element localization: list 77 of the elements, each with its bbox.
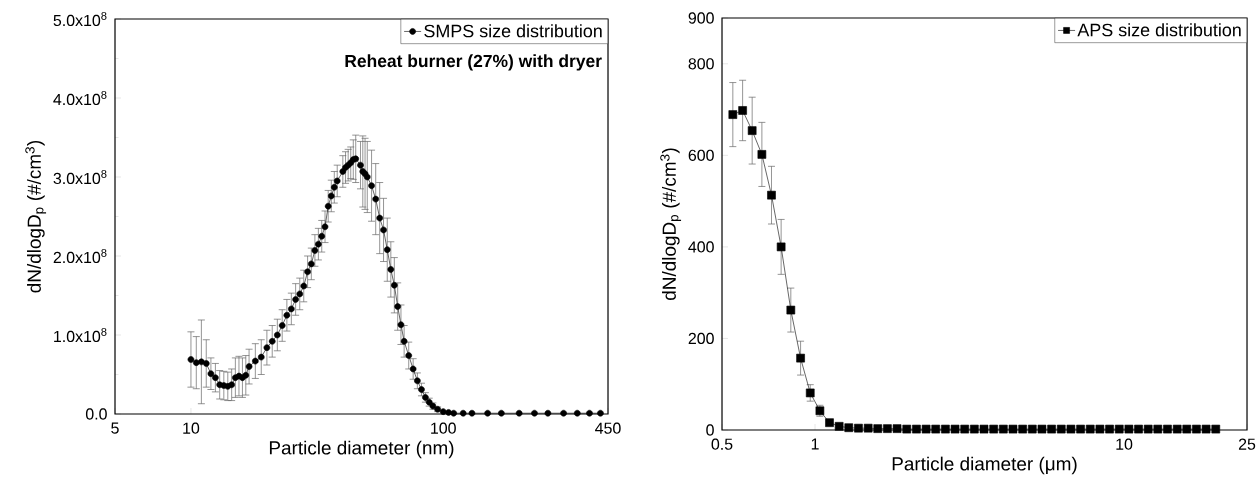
point [1172, 424, 1182, 434]
point [960, 424, 970, 434]
point [892, 424, 902, 433]
y-tick-label: 900 [688, 12, 714, 24]
point [1153, 424, 1163, 434]
point [970, 424, 979, 434]
point [989, 424, 998, 434]
y-tick-label: 0 [706, 424, 714, 436]
x-tick-label: 450 [595, 422, 621, 434]
y-axis-title: dN/dlogD$_{p}$ (#/cm$^{3}$) [660, 148, 682, 300]
point [999, 424, 1008, 434]
point [728, 110, 738, 119]
point [1134, 424, 1143, 434]
point [1018, 424, 1027, 434]
x-axis-title: Particle diameter (nm) [269, 440, 454, 459]
y-tick-label: 200 [688, 332, 714, 345]
x-tick-label: 10 [183, 422, 200, 434]
y-tick-label: 4.0x10$^{8}$ [53, 90, 107, 106]
y-tick-label: 0.0 [85, 408, 107, 420]
x-tick-label: 5 [111, 422, 119, 434]
y-tick-label: 800 [688, 58, 714, 70]
point [844, 423, 854, 433]
y-axis-title: dN/dlogD$_{p}$ (#/cm$^{3}$) [25, 140, 47, 293]
point [738, 106, 747, 115]
point [863, 423, 873, 433]
legend-label: SMPS size distribution [424, 24, 602, 38]
point [1211, 424, 1221, 434]
x-tick-label: 1 [811, 438, 819, 450]
point [1201, 424, 1211, 434]
point [1076, 424, 1085, 434]
point [1066, 424, 1076, 434]
point [941, 424, 950, 434]
point [1047, 424, 1056, 434]
point [776, 242, 786, 252]
point [979, 424, 989, 434]
point [883, 424, 892, 433]
point [767, 190, 776, 200]
point [747, 126, 757, 135]
point [1085, 424, 1095, 434]
legend-label: APS size distribution [1077, 23, 1241, 37]
x-tick-label: 100 [431, 422, 456, 434]
point [1008, 424, 1018, 434]
x-tick-label: 10 [1116, 438, 1133, 450]
point [834, 422, 844, 431]
point [912, 424, 921, 434]
point [1192, 424, 1201, 434]
point [902, 424, 912, 434]
annotation: Reheat burner (27%) with dryer [345, 54, 602, 71]
point [950, 424, 960, 434]
x-tick-label: 0.5 [711, 438, 733, 450]
y-tick-label: 5.0x10$^{8}$ [53, 11, 107, 27]
point [1163, 424, 1172, 434]
point [1124, 424, 1134, 434]
point [921, 424, 931, 434]
point [1182, 424, 1192, 434]
point [825, 418, 834, 427]
point [931, 424, 941, 434]
point [1028, 424, 1037, 434]
x-tick-label: 25 [1238, 438, 1256, 450]
point [873, 424, 883, 433]
point [854, 423, 863, 433]
y-tick-label: 3.0x10$^{8}$ [53, 169, 107, 185]
y-tick-label: 2.0x10$^{8}$ [53, 248, 107, 264]
point [1105, 424, 1114, 434]
y-tick-label: 600 [688, 149, 714, 161]
x-axis-title: Particle diameter (μm) [892, 456, 1077, 475]
point [796, 353, 805, 363]
point [805, 388, 815, 398]
point [1114, 424, 1124, 434]
point [1037, 424, 1047, 434]
point [786, 305, 796, 315]
y-tick-label: 400 [688, 241, 714, 253]
point [1056, 424, 1066, 434]
y-tick-label: 1.0x10$^{8}$ [54, 327, 107, 343]
point [757, 150, 767, 159]
point [1143, 424, 1153, 434]
point [1095, 424, 1105, 434]
